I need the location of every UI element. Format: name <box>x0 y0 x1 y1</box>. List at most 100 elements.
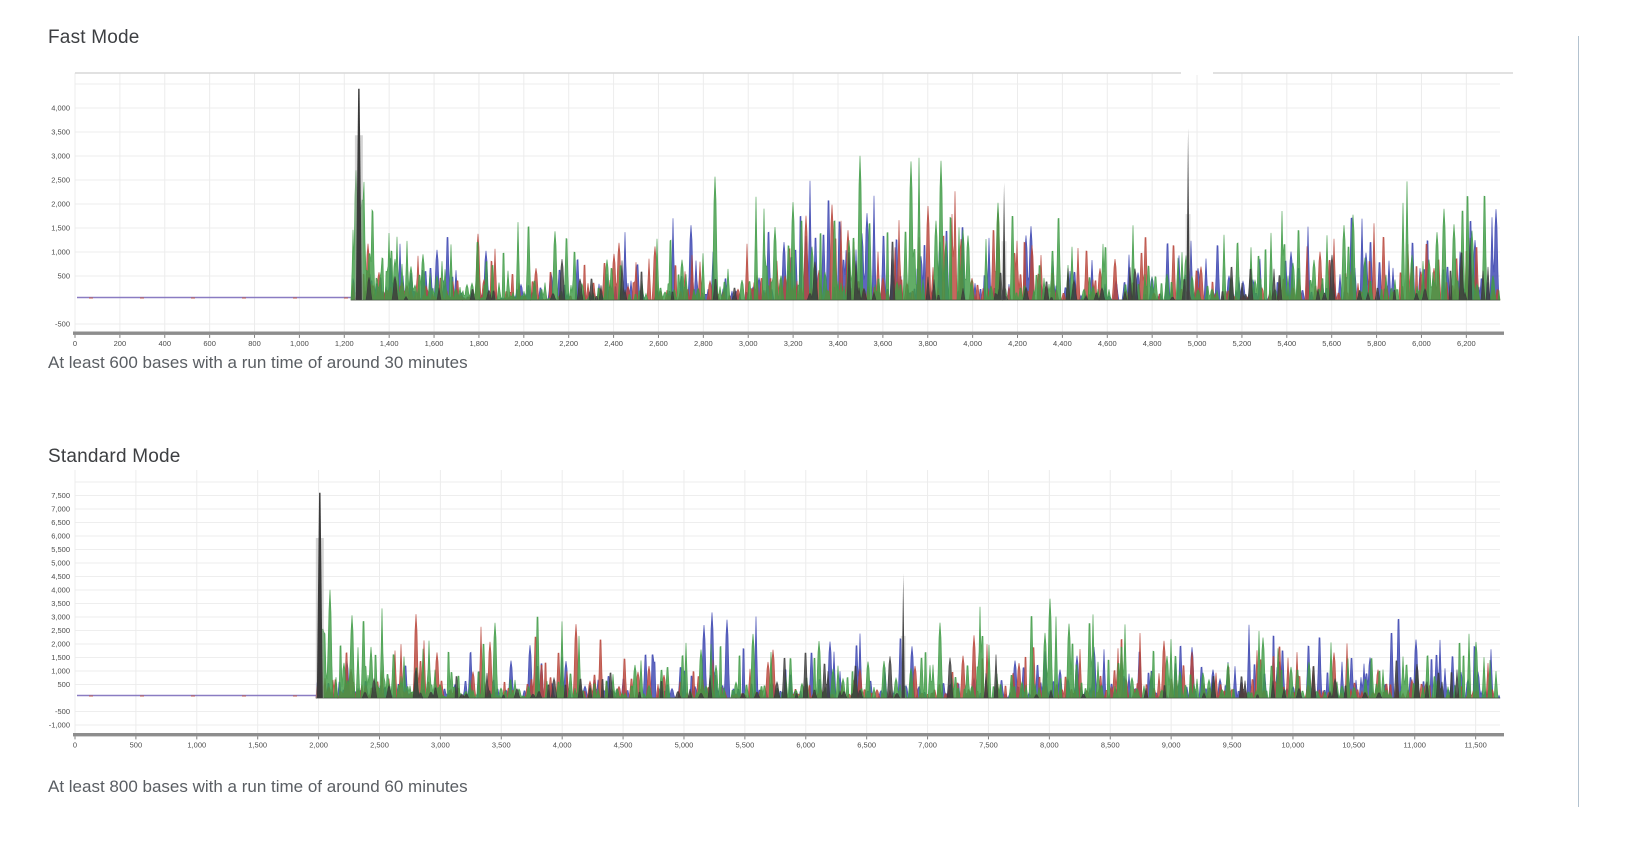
x-tick-label: 0 <box>73 339 77 348</box>
x-tick-label: 1,500 <box>248 741 267 750</box>
x-tick-label: 5,200 <box>1233 339 1252 348</box>
x-tick-label: 5,000 <box>1188 339 1207 348</box>
x-tick-label: 1,000 <box>187 741 206 750</box>
x-tick-label: 4,500 <box>614 741 633 750</box>
injection-spike-halo <box>354 135 363 300</box>
fast-mode-caption: At least 600 bases with a run time of ar… <box>48 353 468 372</box>
trace-T <box>315 614 1500 700</box>
x-tick-label: 2,600 <box>649 339 668 348</box>
y-tick-label: 1,000 <box>51 667 70 676</box>
y-tick-label: -500 <box>55 707 70 716</box>
x-tick-label: 5,400 <box>1277 339 1296 348</box>
x-tick-label: 8,000 <box>1040 741 1059 750</box>
y-tick-label: 2,000 <box>51 640 70 649</box>
x-tick-label: 3,400 <box>829 339 848 348</box>
top-border-gap <box>1181 71 1213 75</box>
x-tick-label: 2,500 <box>370 741 389 750</box>
x-tick-label: 1,000 <box>290 339 309 348</box>
x-tick-label: 5,600 <box>1322 339 1341 348</box>
x-tick-label: 6,500 <box>857 741 876 750</box>
y-tick-label: 4,000 <box>51 586 70 595</box>
injection-spike-halo <box>315 537 324 698</box>
x-tick-label: 7,500 <box>979 741 998 750</box>
notable-spike-halo <box>1001 241 1007 300</box>
trace-A <box>316 589 1500 699</box>
trace-A <box>350 155 1501 301</box>
x-tick-label: 10,000 <box>1281 741 1304 750</box>
x-tick-label: 6,000 <box>796 741 815 750</box>
fast-mode-title: Fast Mode <box>48 27 140 48</box>
y-tick-label: 4,000 <box>51 104 70 113</box>
injection-spike <box>316 492 323 698</box>
x-tick-label: 10,500 <box>1342 741 1365 750</box>
x-tick-label: 800 <box>248 339 261 348</box>
injection-spike <box>355 88 362 300</box>
x-tick-label: 4,000 <box>963 339 982 348</box>
x-tick-label: 4,600 <box>1098 339 1117 348</box>
x-tick-label: 200 <box>114 339 127 348</box>
y-tick-label: 6,000 <box>51 532 70 541</box>
x-tick-label: 3,800 <box>918 339 937 348</box>
x-tick-label: 8,500 <box>1101 741 1120 750</box>
x-tick-label: 4,000 <box>553 741 572 750</box>
y-tick-label: 3,500 <box>51 599 70 608</box>
y-tick-label: 3,000 <box>51 613 70 622</box>
y-tick-label: 2,500 <box>51 176 70 185</box>
x-tick-label: 4,400 <box>1053 339 1072 348</box>
trace-T <box>350 191 1501 302</box>
x-tick-label: 2,800 <box>694 339 713 348</box>
notable-spike-halo <box>900 635 906 698</box>
x-tick-label: 3,000 <box>431 741 450 750</box>
trace-G <box>316 652 1500 699</box>
y-tick-label: 2,000 <box>51 200 70 209</box>
y-tick-label: 1,500 <box>51 653 70 662</box>
trace-C <box>315 612 1501 700</box>
y-tick-label: -500 <box>55 320 70 329</box>
x-tick-label: 500 <box>130 741 143 750</box>
page-divider <box>1578 36 1579 807</box>
trace-G <box>351 237 1500 302</box>
y-tick-label: 3,000 <box>51 152 70 161</box>
x-tick-label: 2,000 <box>514 339 533 348</box>
x-tick-label: 2,000 <box>309 741 328 750</box>
x-tick-label: 1,600 <box>425 339 444 348</box>
x-tick-label: 600 <box>203 339 216 348</box>
x-tick-label: 7,000 <box>918 741 937 750</box>
y-tick-label: 5,500 <box>51 545 70 554</box>
x-tick-label: 4,200 <box>1008 339 1027 348</box>
x-tick-label: 5,500 <box>735 741 754 750</box>
y-tick-label: 1,000 <box>51 248 70 257</box>
x-tick-label: 2,400 <box>604 339 623 348</box>
x-tick-label: 3,600 <box>873 339 892 348</box>
y-tick-label: 500 <box>57 680 70 689</box>
y-tick-label: 1,500 <box>51 224 70 233</box>
x-tick-label: 11,000 <box>1404 741 1426 750</box>
x-axis-line <box>73 733 1504 737</box>
x-tick-label: 6,200 <box>1457 339 1476 348</box>
standard-mode-title: Standard Mode <box>48 446 181 467</box>
x-tick-label: 6,000 <box>1412 339 1431 348</box>
standard-mode-caption: At least 800 bases with a run time of ar… <box>48 777 468 796</box>
x-axis-line <box>73 331 1504 335</box>
y-tick-label: 4,500 <box>51 572 70 581</box>
y-tick-label: 3,500 <box>51 128 70 137</box>
y-tick-label: 6,500 <box>51 518 70 527</box>
y-tick-label: 2,500 <box>51 626 70 635</box>
trace-C <box>350 180 1500 301</box>
x-tick-label: 9,500 <box>1223 741 1242 750</box>
x-tick-label: 2,200 <box>559 339 578 348</box>
x-tick-label: 11,500 <box>1464 741 1486 750</box>
x-tick-label: 5,000 <box>675 741 694 750</box>
y-tick-label: 7,500 <box>51 491 70 500</box>
x-tick-label: 3,200 <box>784 339 803 348</box>
x-tick-label: 3,000 <box>739 339 758 348</box>
y-tick-label: 7,000 <box>51 505 70 514</box>
x-tick-label: 5,800 <box>1367 339 1386 348</box>
x-tick-label: 1,800 <box>470 339 489 348</box>
x-tick-label: 9,000 <box>1162 741 1181 750</box>
notable-spike <box>1186 128 1190 300</box>
y-tick-label: -1,000 <box>49 721 70 730</box>
